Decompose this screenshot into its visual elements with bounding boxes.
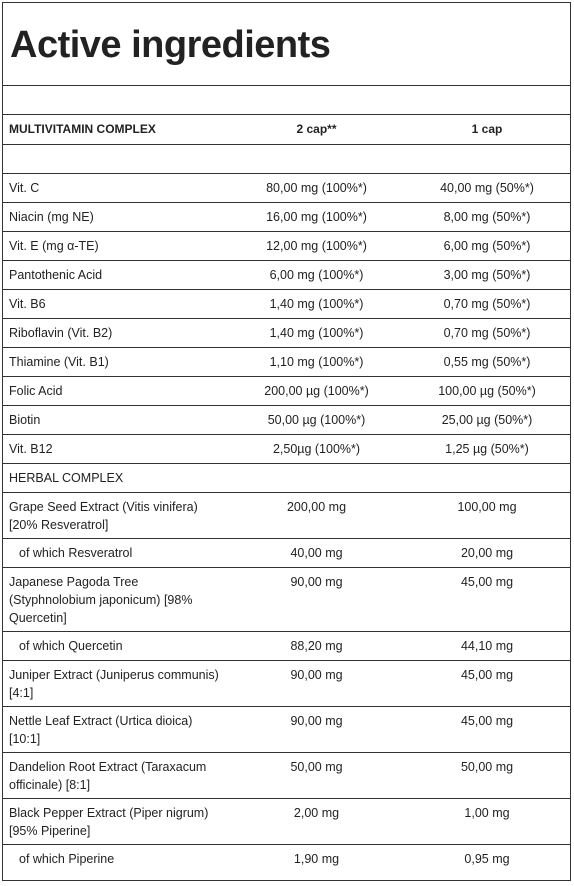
ingredient-name: Japanese Pagoda Tree (Styphnolobium japo…: [3, 567, 230, 632]
divider-row: [3, 86, 570, 115]
ingredient-name: Pantothenic Acid: [3, 260, 230, 290]
ingredient-name: Riboflavin (Vit. B2): [3, 318, 230, 348]
table-row: Nettle Leaf Extract (Urtica dioica) [10:…: [3, 706, 571, 753]
table-row: Juniper Extract (Juniperus communis) [4:…: [3, 660, 571, 707]
one-cap-value: 0,70 mg (50%*): [403, 289, 571, 319]
header-two-cap: 2 cap**: [296, 122, 337, 136]
page-title: Active ingredients: [3, 3, 570, 86]
table-row: Vit. C 80,00 mg (100%*) 40,00 mg (50%*): [3, 173, 571, 203]
two-cap-value: 50,00 mg: [230, 752, 403, 799]
two-cap-value: 200,00 µg (100%*): [230, 376, 403, 406]
two-cap-value: 40,00 mg: [230, 538, 403, 568]
one-cap-value: 6,00 mg (50%*): [403, 231, 571, 261]
ingredient-name: Vit. B6: [3, 289, 230, 319]
ingredient-name: Grape Seed Extract (Vitis vinifera) [20%…: [3, 492, 230, 539]
ingredient-name: Black Pepper Extract (Piper nigrum) [95%…: [3, 798, 230, 845]
table-row: Dandelion Root Extract (Taraxacum offici…: [3, 752, 571, 799]
one-cap-value: 0,95 mg: [403, 844, 571, 873]
ingredient-name: of which Resveratrol: [3, 538, 230, 568]
ingredient-name: Vit. E (mg α-TE): [3, 231, 230, 261]
section-row-herbal: HERBAL COMPLEX: [3, 463, 571, 493]
ingredient-name: Biotin: [3, 405, 230, 435]
ingredient-name: Vit. B12: [3, 434, 230, 464]
ingredient-name: Nettle Leaf Extract (Urtica dioica) [10:…: [3, 706, 230, 753]
blank-cell: [230, 144, 403, 174]
ingredient-name: Folic Acid: [3, 376, 230, 406]
two-cap-value: 1,40 mg (100%*): [230, 318, 403, 348]
blank-cell: [403, 144, 571, 174]
two-cap-value: 88,20 mg: [230, 631, 403, 661]
table-row: Vit. E (mg α-TE) 12,00 mg (100%*) 6,00 m…: [3, 231, 571, 261]
ingredient-name: Niacin (mg NE): [3, 202, 230, 232]
table-row: of which Piperine 1,90 mg 0,95 mg: [3, 844, 571, 873]
blank-cell: [3, 144, 230, 174]
ingredient-name: Vit. C: [3, 173, 230, 203]
one-cap-value: 25,00 µg (50%*): [403, 405, 571, 435]
one-cap-value: 100,00 µg (50%*): [403, 376, 571, 406]
ingredients-table: MULTIVITAMIN COMPLEX 2 cap** 1 cap Vit. …: [3, 115, 571, 873]
one-cap-value: 45,00 mg: [403, 567, 571, 632]
one-cap-value: 0,70 mg (50%*): [403, 318, 571, 348]
one-cap-value: 44,10 mg: [403, 631, 571, 661]
table-row: Biotin 50,00 µg (100%*) 25,00 µg (50%*): [3, 405, 571, 435]
one-cap-value: 3,00 mg (50%*): [403, 260, 571, 290]
header-multivitamin: MULTIVITAMIN COMPLEX: [9, 122, 156, 136]
two-cap-value: 50,00 µg (100%*): [230, 405, 403, 435]
table-row: Vit. B12 2,50µg (100%*) 1,25 µg (50%*): [3, 434, 571, 464]
two-cap-value: 16,00 mg (100%*): [230, 202, 403, 232]
one-cap-value: 50,00 mg: [403, 752, 571, 799]
one-cap-value: 8,00 mg (50%*): [403, 202, 571, 232]
section-label-herbal: HERBAL COMPLEX: [3, 463, 230, 493]
table-row: of which Quercetin 88,20 mg 44,10 mg: [3, 631, 571, 661]
blank-cell: [230, 463, 403, 493]
table-row: Riboflavin (Vit. B2) 1,40 mg (100%*) 0,7…: [3, 318, 571, 348]
table-header-row: MULTIVITAMIN COMPLEX 2 cap** 1 cap: [3, 115, 571, 145]
two-cap-value: 1,40 mg (100%*): [230, 289, 403, 319]
table-row: Japanese Pagoda Tree (Styphnolobium japo…: [3, 567, 571, 632]
ingredient-name: of which Piperine: [3, 844, 230, 873]
one-cap-value: 40,00 mg (50%*): [403, 173, 571, 203]
two-cap-value: 6,00 mg (100%*): [230, 260, 403, 290]
table-row: Niacin (mg NE) 16,00 mg (100%*) 8,00 mg …: [3, 202, 571, 232]
one-cap-value: 1,25 µg (50%*): [403, 434, 571, 464]
ingredient-name: of which Quercetin: [3, 631, 230, 661]
two-cap-value: 80,00 mg (100%*): [230, 173, 403, 203]
two-cap-value: 90,00 mg: [230, 567, 403, 632]
two-cap-value: 200,00 mg: [230, 492, 403, 539]
table-row: Vit. B6 1,40 mg (100%*) 0,70 mg (50%*): [3, 289, 571, 319]
table-row: Folic Acid 200,00 µg (100%*) 100,00 µg (…: [3, 376, 571, 406]
two-cap-value: 1,10 mg (100%*): [230, 347, 403, 377]
two-cap-value: 90,00 mg: [230, 706, 403, 753]
two-cap-value: 90,00 mg: [230, 660, 403, 707]
one-cap-value: 45,00 mg: [403, 706, 571, 753]
table-row: Grape Seed Extract (Vitis vinifera) [20%…: [3, 492, 571, 539]
one-cap-value: 20,00 mg: [403, 538, 571, 568]
blank-cell: [403, 463, 571, 493]
ingredient-name: Thiamine (Vit. B1): [3, 347, 230, 377]
one-cap-value: 1,00 mg: [403, 798, 571, 845]
one-cap-value: 100,00 mg: [403, 492, 571, 539]
blank-row: [3, 144, 571, 174]
table-row: of which Resveratrol 40,00 mg 20,00 mg: [3, 538, 571, 568]
one-cap-value: 45,00 mg: [403, 660, 571, 707]
two-cap-value: 1,90 mg: [230, 844, 403, 873]
two-cap-value: 2,50µg (100%*): [230, 434, 403, 464]
table-row: Black Pepper Extract (Piper nigrum) [95%…: [3, 798, 571, 845]
table-row: Thiamine (Vit. B1) 1,10 mg (100%*) 0,55 …: [3, 347, 571, 377]
one-cap-value: 0,55 mg (50%*): [403, 347, 571, 377]
two-cap-value: 2,00 mg: [230, 798, 403, 845]
ingredient-name: Juniper Extract (Juniperus communis) [4:…: [3, 660, 230, 707]
ingredient-name: Dandelion Root Extract (Taraxacum offici…: [3, 752, 230, 799]
table-row: Pantothenic Acid 6,00 mg (100%*) 3,00 mg…: [3, 260, 571, 290]
header-one-cap: 1 cap: [471, 122, 503, 136]
two-cap-value: 12,00 mg (100%*): [230, 231, 403, 261]
